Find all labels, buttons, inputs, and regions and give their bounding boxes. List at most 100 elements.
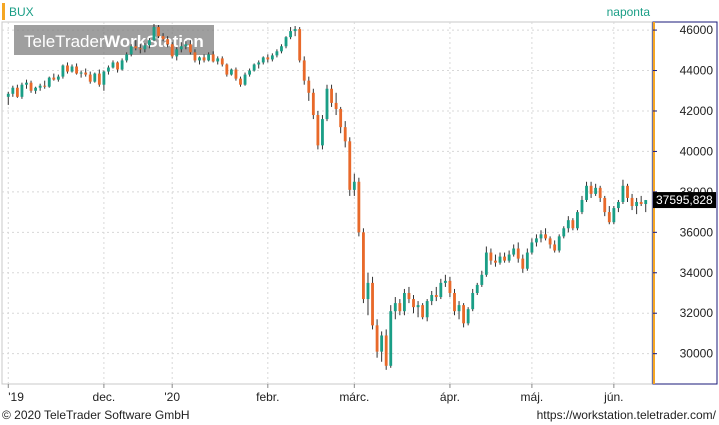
candle-down [626,185,629,198]
watermark: TeleTrader WorkStation [14,25,214,55]
candle-down [343,127,347,142]
candle-down [239,78,242,85]
candle-up [243,74,247,85]
last-price-label: 37595,828 [656,193,713,207]
candle-down [516,248,520,259]
x-tick-label: febr. [256,390,279,404]
interval-label[interactable]: naponta [607,5,651,19]
candle-down [571,220,575,229]
candle-down [334,102,338,109]
candle-down [489,252,493,261]
candle-down [166,39,170,45]
candle-up [229,69,233,75]
candle-up [580,199,584,213]
candle-down [188,44,192,53]
candle-down [225,64,229,75]
candle-up [539,234,543,239]
candle-up [644,200,648,205]
candle-up [430,295,434,302]
y-tick-label: 30000 [680,347,714,361]
candle-down [357,181,361,233]
candle-up [207,54,211,61]
candle-up [280,46,283,52]
candle-up [6,93,10,97]
candle-up [566,220,570,229]
candle-up [480,274,484,285]
candle-up [621,185,625,202]
candle-up [198,57,201,61]
candle-down [589,185,593,194]
x-axis[interactable]: '19 dec. '20 febr. márc. ápr. máj. jún. [7,384,624,404]
candle-up [612,208,616,223]
candle-down [116,62,119,70]
candle-down [157,27,160,37]
candle-up [352,181,356,190]
candle-up [393,303,397,312]
plot-area [1,21,653,385]
candle-up [175,49,179,57]
candle-up [443,280,447,283]
watermark-text-2: WorkStation [104,32,204,51]
copyright-text: © 2020 TeleTrader Software GmbH [2,408,190,422]
symbol-label[interactable]: BUX [9,5,34,19]
candle-up [56,76,60,80]
candle-down [84,72,88,75]
candle-down [339,108,343,128]
candle-up [325,88,329,120]
candle-down [202,57,206,61]
candle-down [234,69,238,79]
candle-up [380,335,384,352]
candle-down [553,244,557,251]
symbol-accent-bar [2,3,5,20]
candle-up [129,46,133,55]
candle-up [498,256,502,263]
candle-up [143,45,147,50]
candle-down [138,48,142,50]
candle-up [184,44,188,47]
candle-down [311,92,315,116]
candle-up [321,119,324,146]
candle-up [270,55,274,60]
candle-up [562,228,566,237]
candle-down [348,141,352,190]
candle-up [257,62,261,65]
candle-down [494,260,497,263]
candle-up [20,84,24,97]
y-tick-label: 42000 [680,104,714,118]
candle-down [407,292,411,300]
candle-down [598,187,602,198]
candle-down [548,238,552,245]
candle-down [170,44,174,57]
last-price-marker: 37595,828 [653,192,716,209]
watermark-text-1: TeleTrader [24,32,105,51]
candle-down [302,60,306,81]
candle-up [557,236,561,251]
candle-down [603,197,607,213]
candle-down [503,256,506,261]
candle-down [639,201,643,205]
candle-up [416,305,420,308]
x-tick-label: dec. [93,390,116,404]
candle-down [97,73,101,85]
candle-down [75,66,78,74]
candle-down [298,29,302,61]
candle-up [466,309,470,324]
candle-up [594,187,598,194]
candle-down [66,65,69,72]
x-tick-label: máj. [521,390,544,404]
candle-down [211,54,215,62]
candle-down [607,212,611,223]
candle-up [289,31,292,38]
y-tick-label: 40000 [680,144,714,158]
x-tick-label: jún. [603,390,623,404]
candle-down [421,305,425,318]
candle-down [88,74,92,82]
candle-up [275,51,279,56]
candle-up [38,85,42,88]
watermark-box [14,25,214,55]
candle-up [616,201,620,209]
candle-down [448,280,452,293]
y-tick-label: 36000 [680,225,714,239]
source-url[interactable]: https://workstation.teletrader.com/ [537,408,717,422]
